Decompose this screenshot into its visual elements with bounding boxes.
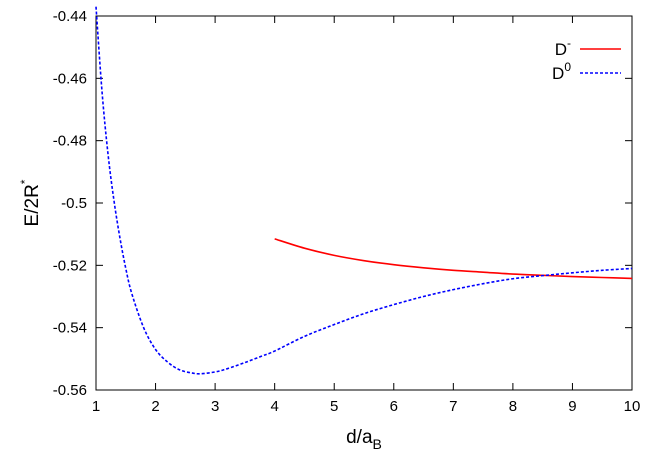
- series-line-d-zero: [95, 6, 633, 375]
- y-tick-label: -0.46: [53, 70, 87, 87]
- x-tick-label: 2: [151, 398, 159, 415]
- legend-label-d-minus-sup: -: [567, 36, 571, 50]
- tick-labels: 1 2 3 4 5 6 7 8 9 10 -0.44 -0.46 -0.48 -0.5 -0.52 -0.54…: [53, 8, 641, 415]
- legend: D- D0: [552, 36, 621, 83]
- x-tick-label: 9: [568, 398, 576, 415]
- legend-label-d-minus: D-: [555, 36, 571, 59]
- y-tick-label: -0.44: [53, 8, 87, 25]
- y-tick-label: -0.48: [53, 133, 87, 150]
- y-axis-label-sup: *: [18, 179, 32, 184]
- y-tick-label: -0.54: [53, 320, 87, 337]
- x-axis-label-base: d/a: [346, 427, 373, 448]
- series-line-d-minus: [274, 238, 633, 280]
- legend-label-d-zero-base: D: [552, 64, 564, 83]
- series-group: [95, 6, 633, 375]
- y-tick-label: -0.5: [61, 195, 87, 212]
- x-tick-label: 10: [624, 398, 641, 415]
- y-tick-label: -0.56: [53, 382, 87, 399]
- x-axis-label: d/aB: [346, 427, 382, 452]
- x-tick-label: 1: [92, 398, 100, 415]
- y-axis-label: E/2R*: [18, 179, 43, 226]
- legend-label-d-zero: D0: [552, 60, 571, 83]
- x-axis-label-sub: B: [373, 436, 382, 452]
- x-tick-label: 7: [449, 398, 457, 415]
- x-tick-label: 3: [211, 398, 219, 415]
- y-tick-label: -0.52: [53, 257, 87, 274]
- x-tick-label: 6: [390, 398, 398, 415]
- y-axis-label-base: E/2R: [22, 184, 43, 226]
- axis-ticks: [95, 15, 633, 391]
- x-tick-label: 4: [270, 398, 278, 415]
- x-tick-label: 8: [509, 398, 517, 415]
- legend-label-d-minus-base: D: [555, 40, 567, 59]
- legend-label-d-zero-sup: 0: [564, 60, 571, 74]
- x-tick-label: 5: [330, 398, 338, 415]
